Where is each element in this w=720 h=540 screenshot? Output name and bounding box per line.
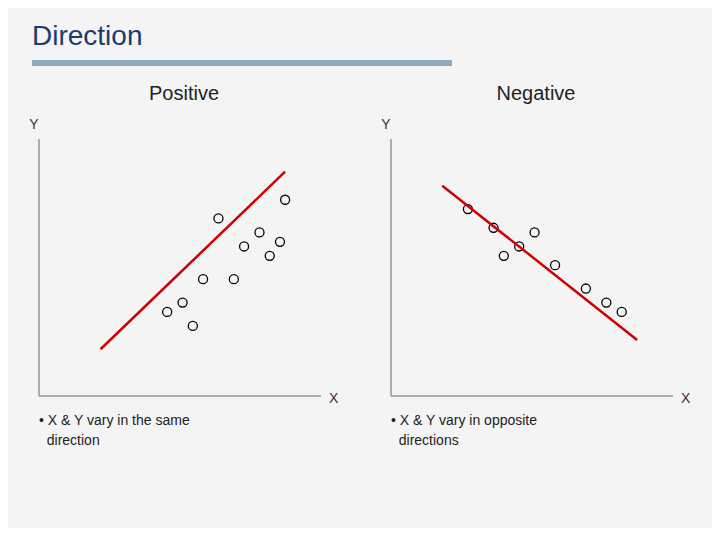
html-text:Positive: Positive: [149, 82, 219, 104]
html-text:Direction: Direction: [32, 20, 143, 51]
svg-text:Y: Y: [29, 116, 39, 132]
html-text:Negative: Negative: [496, 82, 576, 104]
svg-text:X: X: [681, 390, 691, 406]
html-text:• X & Y vary in the same direc: • X & Y vary in the same direction: [39, 412, 190, 448]
svg-text:Y: Y: [381, 116, 391, 132]
html-text:• X & Y vary in opposite direc: • X & Y vary in opposite directions: [391, 412, 537, 448]
svg-text:X: X: [329, 390, 339, 406]
